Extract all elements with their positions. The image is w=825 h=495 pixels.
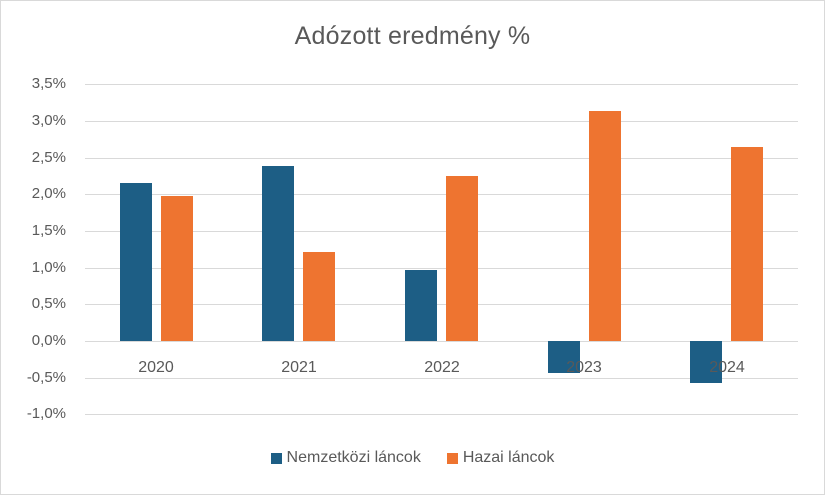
gridline <box>85 304 798 305</box>
bar-international-2020[interactable] <box>120 183 152 341</box>
gridline <box>85 341 798 342</box>
gridline <box>85 158 798 159</box>
y-axis-tick-label: 0,0% <box>31 332 66 349</box>
bar-international-2024[interactable] <box>690 341 722 383</box>
y-axis-tick-label: 3,0% <box>31 112 66 129</box>
y-axis-tick-label: -0,5% <box>26 369 66 386</box>
legend-swatch-icon <box>446 452 458 464</box>
y-axis-tick-label: 2,0% <box>31 185 66 202</box>
bar-domestic-2021[interactable] <box>303 252 335 341</box>
legend-item-international[interactable]: Nemzetközi láncok <box>270 449 421 467</box>
bar-domestic-2022[interactable] <box>446 176 478 341</box>
x-axis-category-label: 2022 <box>424 359 460 376</box>
legend-swatch-icon <box>270 452 282 464</box>
y-axis-tick-label: 0,5% <box>31 295 66 312</box>
chart-title: Adózott eredmény % <box>294 22 531 50</box>
x-axis-category-label: 2021 <box>281 359 317 376</box>
x-axis-category-label: 2024 <box>709 359 745 376</box>
gridline <box>85 194 798 195</box>
gridline <box>85 378 798 379</box>
x-axis-category-label: 2020 <box>138 359 174 376</box>
gridline <box>85 121 798 122</box>
gridline <box>85 231 798 232</box>
gridline <box>85 268 798 269</box>
gridline <box>85 414 798 415</box>
y-axis-tick-label: 1,0% <box>31 259 66 276</box>
bar-domestic-2024[interactable] <box>731 147 763 341</box>
bar-international-2022[interactable] <box>405 270 437 341</box>
x-axis-category-label: 2023 <box>566 359 602 376</box>
bar-domestic-2020[interactable] <box>161 196 193 341</box>
y-axis-tick-label: 2,5% <box>31 149 66 166</box>
bar-domestic-2023[interactable] <box>589 111 621 341</box>
y-axis-tick-label: 3,5% <box>31 75 66 92</box>
bar-international-2021[interactable] <box>262 166 294 341</box>
y-axis-tick-label: 1,5% <box>31 222 66 239</box>
legend-item-domestic[interactable]: Hazai láncok <box>446 449 555 467</box>
y-axis-tick-label: -1,0% <box>26 405 66 422</box>
bar-international-2023[interactable] <box>548 341 580 373</box>
gridline <box>85 84 798 85</box>
legend-label: Nemzetközi láncok <box>286 449 421 466</box>
legend: Nemzetközi láncok Hazai láncok <box>0 449 825 467</box>
legend-label: Hazai láncok <box>462 449 555 466</box>
